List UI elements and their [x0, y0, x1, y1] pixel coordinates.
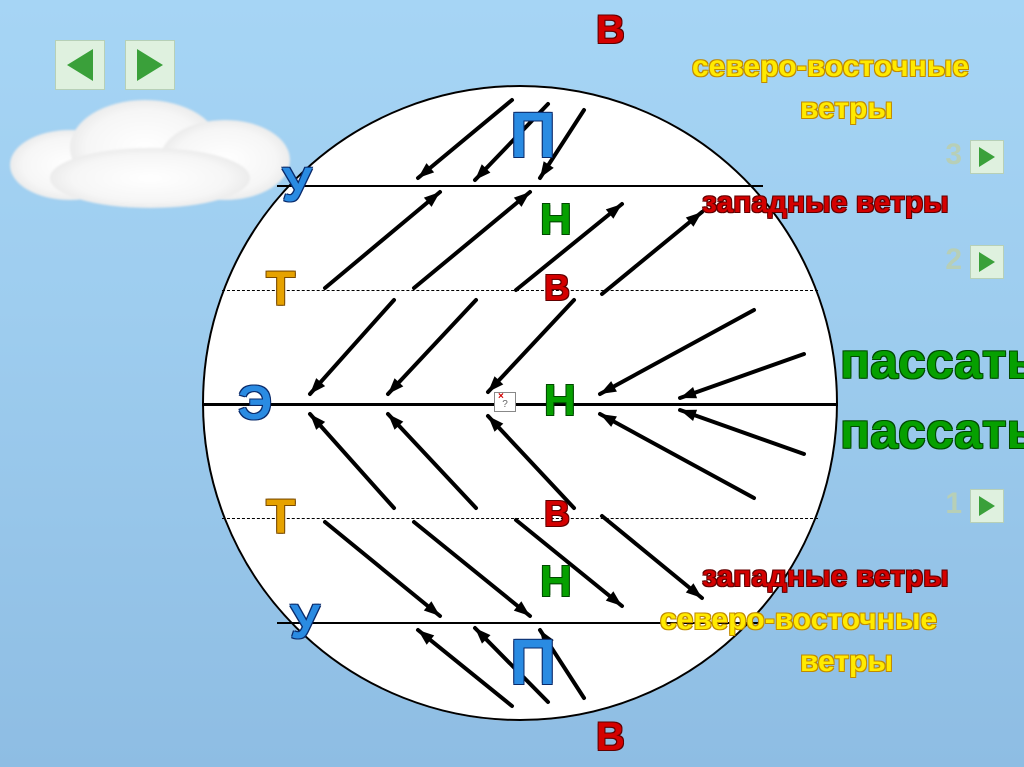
lat-s_tropic [222, 518, 818, 519]
belt-v-strop: В [544, 493, 570, 535]
belt-p-top: П [510, 98, 556, 172]
wind-ne-top-1: северо-восточные [692, 50, 969, 84]
step-number-1: 1 [932, 487, 962, 521]
step-button-1[interactable] [970, 489, 1004, 523]
belt-bottom-v: В [596, 715, 625, 760]
triangle-left-icon [67, 49, 93, 81]
nav-forward-button[interactable] [125, 40, 175, 90]
step-number-2: 2 [932, 243, 962, 277]
zone-u-top: У [282, 158, 312, 213]
wind-ne-top-2: ветры [800, 92, 893, 126]
belt-v-ntrop: В [544, 267, 570, 309]
belt-top-v: В [596, 8, 625, 53]
belt-n-eq: Н [544, 376, 576, 426]
cloud-decoration [10, 90, 280, 210]
triangle-right-icon [979, 147, 995, 167]
wind-ne-bot-2: ветры [800, 645, 893, 679]
wind-ne-bot-1: северо-восточные [660, 603, 937, 637]
nav-back-button[interactable] [55, 40, 105, 90]
zone-u-bottom: У [290, 595, 320, 650]
placeholder-icon: ? [494, 392, 516, 412]
step-button-2[interactable] [970, 245, 1004, 279]
wind-trade-s: пассаты [840, 402, 1024, 460]
triangle-right-icon [137, 49, 163, 81]
zone-e: Э [238, 376, 272, 431]
wind-w-top: западные ветры [702, 186, 949, 220]
step-button-3[interactable] [970, 140, 1004, 174]
zone-t-top: Т [266, 262, 295, 317]
triangle-right-icon [979, 252, 995, 272]
belt-n-lower: Н [540, 557, 572, 607]
belt-p-bottom: П [510, 625, 556, 699]
wind-trade-n: пассаты [840, 332, 1024, 390]
lat-n_mid [277, 185, 763, 187]
wind-w-bottom: западные ветры [702, 560, 949, 594]
step-number-3: 3 [932, 138, 962, 172]
triangle-right-icon [979, 496, 995, 516]
zone-t-bottom: Т [266, 490, 295, 545]
lat-equator [202, 403, 838, 406]
belt-n-upper: Н [540, 195, 572, 245]
lat-n_tropic [222, 290, 818, 291]
placeholder-label: ? [502, 399, 508, 410]
